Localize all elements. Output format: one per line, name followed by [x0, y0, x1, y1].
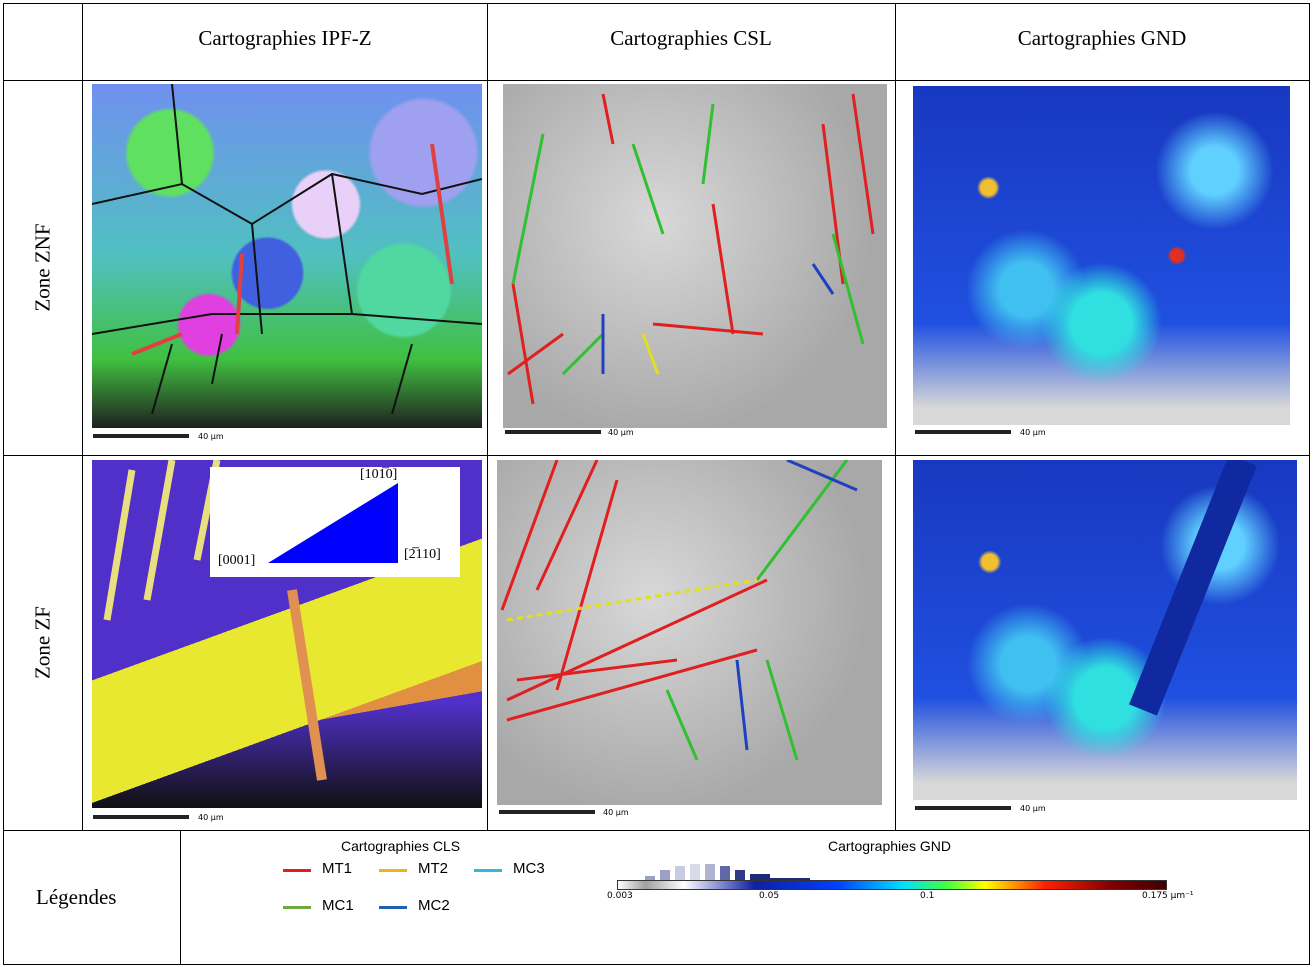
- gnd-map: [913, 86, 1290, 425]
- border: [1309, 3, 1310, 965]
- column-header: Cartographies IPF-Z: [198, 26, 372, 50]
- ipf-label: [101̅0]: [360, 467, 398, 482]
- legend-title: Cartographies GND: [828, 838, 951, 854]
- scale-bar: [499, 810, 595, 814]
- border: [895, 3, 896, 830]
- border: [3, 455, 1310, 456]
- scale-bar: [93, 815, 189, 819]
- legend-line: [379, 906, 407, 909]
- legend-item: MT1: [322, 860, 352, 877]
- legend-line: [474, 869, 502, 872]
- twin-lines: [500, 460, 858, 761]
- scale-text: 40 µm: [1020, 428, 1046, 437]
- column-header: Cartographies GND: [1017, 26, 1187, 50]
- legend-line: [283, 906, 311, 909]
- border: [82, 3, 83, 830]
- colorbar-tick: 0.05: [759, 891, 780, 901]
- border: [3, 3, 4, 965]
- colorbar-tick: 0.175 µm⁻¹: [1142, 891, 1194, 901]
- legend-item: MC1: [322, 897, 354, 914]
- csl-map: [503, 84, 887, 428]
- border: [487, 3, 488, 830]
- scale-text: 40 µm: [198, 432, 224, 441]
- band: [1129, 460, 1257, 716]
- scale-text: 40 µm: [603, 808, 629, 817]
- column-header: Cartographies CSL: [610, 26, 772, 50]
- legend-item: MT2: [418, 860, 448, 877]
- gnd-colorbar: [617, 880, 1167, 890]
- csl-map: [497, 460, 882, 805]
- ipf-key: [101̅0] [0001] [2̅110]: [210, 467, 460, 577]
- border: [3, 80, 1310, 81]
- ipf-triangle: [268, 483, 398, 563]
- border: [3, 964, 1310, 965]
- legend-item: MC3: [513, 860, 545, 877]
- scale-bar: [915, 806, 1011, 810]
- row-label: Zone ZNF: [30, 223, 55, 312]
- grain-boundaries: [92, 84, 482, 415]
- scale-text: 40 µm: [1020, 804, 1046, 813]
- scale-bar: [93, 434, 189, 438]
- ipf-map: [92, 84, 482, 428]
- scale-text: 40 µm: [608, 428, 634, 437]
- colorbar-tick: 0.1: [920, 891, 935, 901]
- legend-line: [283, 869, 311, 872]
- gnd-map: [913, 460, 1297, 800]
- row-label: Zone ZF: [30, 606, 55, 679]
- ipf-map: [101̅0] [0001] [2̅110]: [92, 460, 482, 808]
- scale-text: 40 µm: [198, 813, 224, 822]
- border: [180, 830, 181, 965]
- twin-lines: [507, 93, 875, 405]
- legend-label: Légendes: [36, 885, 117, 909]
- ipf-label: [2̅110]: [404, 547, 441, 562]
- scale-bar: [505, 430, 601, 434]
- ipf-label: [0001]: [218, 553, 256, 568]
- legend-line: [379, 869, 407, 872]
- legend-title: Cartographies CLS: [341, 838, 461, 854]
- colorbar-tick: 0.003: [607, 891, 633, 901]
- twin-lines: [103, 460, 327, 781]
- border: [3, 3, 1310, 4]
- scale-bar: [915, 430, 1011, 434]
- legend-item: MC2: [418, 897, 450, 914]
- border: [3, 830, 1310, 831]
